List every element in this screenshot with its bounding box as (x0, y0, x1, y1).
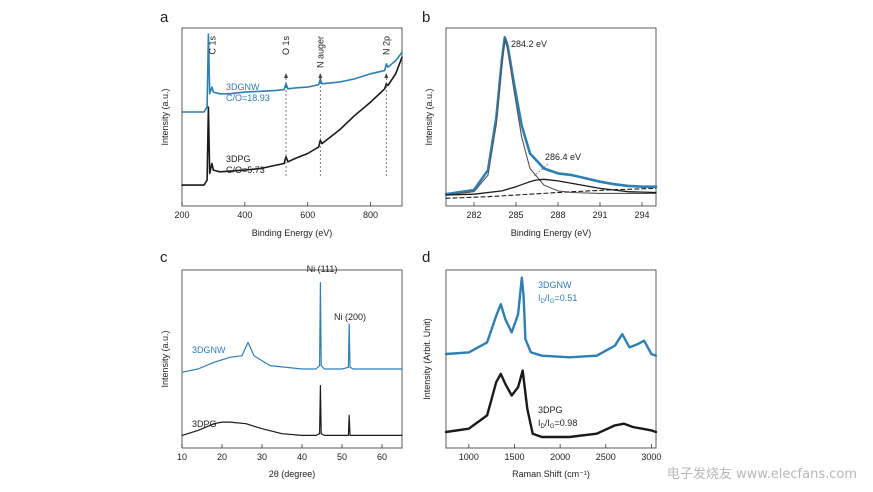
ratio-i-3dgnw: I (538, 293, 541, 303)
peak-label-284: 284.2 eV (511, 39, 547, 49)
ratio-value-3dpg: =0.98 (555, 418, 578, 428)
series-group-b (444, 35, 658, 199)
x-tick-label-a-0: 200 (174, 210, 189, 220)
peak-label-2: N auger (315, 36, 325, 68)
x-tick-label-b-0: 282 (466, 210, 481, 220)
peak-label-3: N 2p (381, 36, 391, 55)
plot-frame-a (181, 27, 403, 207)
panel-a: a 200 400 600 800 C 1s O 1s N auger N 2p Bindi… (160, 9, 403, 238)
ratio-value-3dgnw: =0.51 (555, 293, 578, 303)
peak-arrow-1 (284, 73, 289, 78)
x-tick-label-c-5: 60 (377, 452, 387, 462)
x-ticks-c: 10 20 30 40 50 60 (177, 444, 387, 462)
panel-c: c 10 20 30 40 50 60 2θ (degree) Intensity (a.… (160, 249, 403, 479)
series-group-a (181, 33, 403, 186)
ratio-sep-3dgnw: /I (545, 293, 550, 303)
series-label-3dpg-a: 3DPG (226, 154, 251, 164)
series-line-c-3dgnw (181, 282, 403, 373)
panel-d: d 1000 1500 2000 2500 3000 Raman Shift (cm⁻¹… (422, 249, 661, 479)
peak-arrow-3 (384, 73, 389, 78)
peak-markers-a: C 1s O 1s N auger N 2p (207, 36, 391, 178)
x-tick-label-c-1: 20 (217, 452, 227, 462)
peak-label-ni111: Ni (111) (307, 264, 338, 274)
panel-letter-c: c (160, 249, 168, 266)
series-line-a-3dgnw (181, 33, 403, 113)
series-line-b-fit-286-4 (445, 178, 657, 196)
series-label-3dgnw-d: 3DGNW (538, 280, 572, 290)
series-label-3dgnw-a: 3DGNW (226, 82, 260, 92)
x-tick-label-d-1: 1500 (504, 452, 524, 462)
peak-label-1: O 1s (281, 36, 291, 56)
ratio-sub-d-3dpg: D (541, 424, 546, 430)
peak-label-286: 286.4 eV (545, 152, 581, 162)
ratio-label-3dgnw-d: ID/IG=0.51 (538, 293, 577, 305)
x-tick-label-b-1: 285 (508, 210, 523, 220)
x-tick-label-b-2: 288 (550, 210, 565, 220)
x-tick-label-c-2: 30 (257, 452, 267, 462)
x-tick-label-d-2: 2000 (550, 452, 570, 462)
y-axis-label-a: Intensity (a.u.) (160, 88, 170, 145)
x-ticks-a: 200 400 600 800 (174, 202, 378, 220)
series-label-3dpg-d: 3DPG (538, 405, 563, 415)
y-axis-label-b: Intensity (a.u.) (424, 88, 434, 145)
ratio-i-3dpg: I (538, 418, 541, 428)
panel-letter-b: b (422, 9, 430, 26)
ratio-label-3dgnw-a: C/O=18.93 (226, 93, 270, 103)
x-tick-label-d-3: 2500 (596, 452, 616, 462)
x-tick-label-a-2: 600 (300, 210, 315, 220)
ratio-sub-g-3dpg: G (550, 424, 555, 430)
series-line-b-background (445, 187, 657, 199)
x-axis-label-b: Binding Energy (eV) (511, 228, 592, 238)
y-axis-label-c: Intensity (a.u.) (160, 330, 170, 387)
peak-label-ni200: Ni (200) (334, 312, 366, 322)
x-ticks-d: 1000 1500 2000 2500 3000 (459, 444, 661, 462)
plot-frame-b (445, 27, 657, 207)
x-tick-label-d-0: 1000 (459, 452, 479, 462)
panel-letter-d: d (422, 249, 430, 266)
ratio-label-3dpg-a: C/O=5.73 (226, 165, 265, 175)
panel-letter-a: a (160, 9, 169, 26)
ratio-sub-d-3dgnw: D (541, 299, 546, 305)
x-tick-label-c-3: 40 (297, 452, 307, 462)
x-axis-label-a: Binding Energy (eV) (252, 228, 333, 238)
x-tick-label-b-3: 291 (592, 210, 607, 220)
x-tick-label-a-3: 800 (363, 210, 378, 220)
panel-b: b 282 285 288 291 294 Binding Energy (eV) In… (422, 9, 658, 238)
x-ticks-b: 282 285 288 291 294 (466, 202, 650, 220)
x-tick-label-c-0: 10 (177, 452, 187, 462)
ratio-sep-3dpg: /I (545, 418, 550, 428)
series-label-3dpg-c: 3DPG (192, 419, 217, 429)
series-line-d-3dpg (444, 369, 658, 439)
series-group-d (444, 276, 658, 439)
x-tick-label-d-4: 3000 (641, 452, 661, 462)
x-tick-label-c-4: 50 (337, 452, 347, 462)
x-axis-label-d: Raman Shift (cm⁻¹) (512, 469, 590, 479)
ratio-label-3dpg-d: ID/IG=0.98 (538, 418, 577, 430)
x-tick-label-b-4: 294 (634, 210, 649, 220)
plot-frame-d (445, 269, 657, 449)
series-line-b-measured (444, 35, 658, 196)
ratio-sub-g-3dgnw: G (550, 299, 555, 305)
series-line-a-3dpg (181, 56, 403, 186)
peak-label-0: C 1s (207, 36, 217, 55)
y-axis-label-d: Intensity (Arbit. Unit) (422, 318, 432, 400)
x-axis-label-c: 2θ (degree) (269, 469, 316, 479)
series-line-c-3dpg (181, 385, 403, 436)
peak-label-286-arrow (533, 163, 549, 177)
plot-frame-c (181, 269, 403, 449)
series-line-d-3dgnw (444, 276, 658, 359)
series-group-c (181, 282, 403, 436)
watermark: 电子发烧友 www.elecfans.com (666, 467, 857, 482)
peak-arrow-2 (318, 73, 323, 78)
x-tick-label-a-1: 400 (237, 210, 252, 220)
series-label-3dgnw-c: 3DGNW (192, 345, 226, 355)
